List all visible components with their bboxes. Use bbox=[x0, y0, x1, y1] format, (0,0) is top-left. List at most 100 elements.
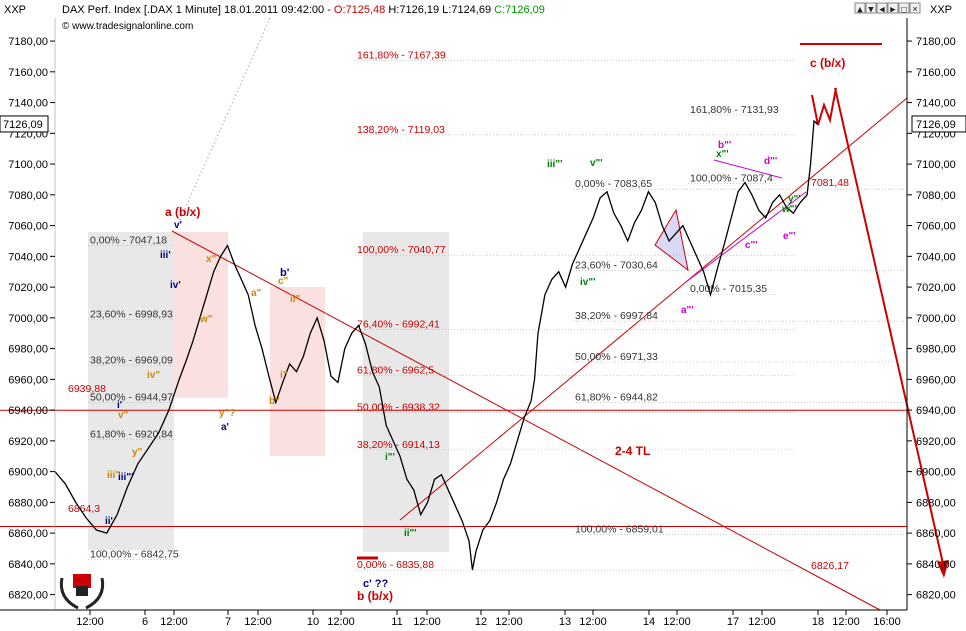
fib-label: 23,60% - 7030,64 bbox=[575, 260, 658, 272]
fib-levels: 161,80% - 7167,39 138,20% - 7119,03 100,00… bbox=[68, 49, 907, 572]
fib-label: 23,60% - 6998,93 bbox=[90, 308, 173, 320]
wave-label: iv' bbox=[170, 280, 181, 291]
fib-label: 61,80% - 6944,82 bbox=[575, 392, 658, 404]
x-tick-label: 12:00 bbox=[244, 616, 272, 628]
fib-label: 38,20% - 6914,13 bbox=[357, 439, 440, 451]
y-tick-left: 6840,00 bbox=[8, 559, 48, 571]
wave-label: a" bbox=[251, 288, 262, 299]
gray-zone-1 bbox=[88, 232, 174, 550]
chart-title: DAX Perf. Index [.DAX 1 Minute] 18.01.20… bbox=[62, 4, 545, 16]
fib-label: 0,00% - 7083,65 bbox=[575, 178, 652, 190]
fib-label: 50,00% - 6971,33 bbox=[575, 351, 658, 363]
last-price-right: 7126,09 bbox=[916, 119, 956, 131]
x-tick-label: 16:00 bbox=[873, 616, 901, 628]
x-tick-label: 11 bbox=[391, 616, 402, 628]
y-tick-left: 7000,00 bbox=[8, 313, 48, 325]
y-tick-left: 7100,00 bbox=[8, 159, 48, 171]
y-tick-right: 7140,00 bbox=[916, 98, 956, 110]
fib-label: 50,00% - 6944,97 bbox=[90, 391, 173, 403]
wave-label: ii"' bbox=[404, 528, 417, 539]
laurel-branches bbox=[59, 577, 105, 610]
scroll-down-icon[interactable] bbox=[865, 2, 877, 14]
wave-label: y"' bbox=[788, 194, 801, 205]
y-tick-left: 6940,00 bbox=[8, 405, 48, 417]
wave-label: iv"' bbox=[580, 277, 595, 288]
price-series bbox=[54, 119, 818, 571]
wave-label: ii" bbox=[290, 294, 301, 305]
x-tick-label: 12:00 bbox=[832, 616, 860, 628]
website-label: © www.tradesignalonline.com bbox=[62, 21, 193, 32]
axes: 6820,00 6820,00 6840,00 6840,00 6860,00 6860,… bbox=[0, 18, 966, 628]
x-tick-label: 12:00 bbox=[579, 616, 607, 628]
scroll-up-icon[interactable] bbox=[854, 2, 866, 14]
wave-label: v"' bbox=[590, 158, 603, 169]
dotted-extension bbox=[179, 17, 271, 221]
gray-zone-2 bbox=[363, 232, 449, 552]
2-4-trend-line bbox=[399, 97, 908, 521]
fib-label: 100,00% - 7087,4 bbox=[690, 172, 773, 184]
price-label: 7081,48 bbox=[811, 177, 849, 189]
scroll-right-icon-glyph: ▶ bbox=[890, 6, 896, 14]
x-tick-label: 13 bbox=[559, 616, 571, 628]
last-price-left: 7126,09 bbox=[3, 119, 43, 131]
scroll-left-icon-glyph: ◀ bbox=[879, 6, 885, 14]
y-tick-right: 7160,00 bbox=[916, 67, 956, 79]
wave-label: iii"' bbox=[547, 159, 562, 170]
scroll-right-icon[interactable] bbox=[887, 2, 899, 14]
fib-label: 0,00% - 7047,18 bbox=[90, 234, 167, 246]
wave-label: e"' bbox=[783, 231, 796, 242]
wave-zigzag bbox=[811, 87, 837, 126]
fib-label: 61,80% - 6962,5 bbox=[357, 365, 434, 377]
wave-label: w" bbox=[199, 314, 213, 325]
x-tick-label: 17 bbox=[727, 616, 739, 628]
wave-label: y"? bbox=[219, 408, 235, 419]
scroll-left-icon[interactable] bbox=[876, 2, 888, 14]
wave-label: d"' bbox=[764, 156, 777, 167]
x-tick-label: 10 bbox=[307, 616, 319, 628]
price-line bbox=[54, 119, 818, 571]
x-tick-label: 12:00 bbox=[160, 616, 188, 628]
x-tick-label: 12 bbox=[475, 616, 487, 628]
y-tick-left: 6900,00 bbox=[8, 467, 48, 479]
maximize-icon[interactable] bbox=[898, 2, 910, 14]
wave-label: a"' bbox=[681, 305, 694, 316]
wave-label: i" bbox=[280, 370, 288, 381]
x-tick-label: 7 bbox=[225, 616, 231, 628]
y-tick-left: 6960,00 bbox=[8, 374, 48, 386]
y-tick-right: 6860,00 bbox=[916, 528, 956, 540]
symbol-right[interactable]: XXP bbox=[930, 4, 952, 16]
y-tick-right: 7100,00 bbox=[916, 159, 956, 171]
wave-label: i"' bbox=[385, 452, 395, 463]
x-tick-label: 12:00 bbox=[413, 616, 441, 628]
wave-label: iii" bbox=[107, 470, 120, 481]
wave-label: b" bbox=[269, 396, 280, 407]
y-tick-right: 6820,00 bbox=[916, 590, 956, 602]
y-tick-left: 6820,00 bbox=[8, 590, 48, 602]
y-tick-left: 7160,00 bbox=[8, 67, 48, 79]
wave-label: c"' bbox=[745, 240, 758, 251]
fib-label: 161,80% - 7167,39 bbox=[357, 49, 446, 61]
fib-label: 38,20% - 6997,84 bbox=[575, 310, 658, 322]
laurel-helmet-logo bbox=[59, 574, 105, 610]
y-tick-left: 6980,00 bbox=[8, 344, 48, 356]
wave-label: c (b/x) bbox=[810, 56, 845, 70]
wave-label: 2-4 TL bbox=[615, 444, 650, 458]
wave-label: w"' bbox=[781, 204, 797, 215]
y-tick-right: 7080,00 bbox=[916, 190, 956, 202]
y-tick-right: 6960,00 bbox=[916, 374, 956, 386]
x-tick-label: 12:00 bbox=[748, 616, 776, 628]
close-icon[interactable] bbox=[909, 2, 921, 14]
fib-label: 50,00% - 6938,32 bbox=[357, 402, 440, 414]
magenta-upper bbox=[713, 159, 783, 179]
symbol-left[interactable]: XXP bbox=[4, 4, 26, 16]
y-tick-right: 7040,00 bbox=[916, 251, 956, 263]
fib-label: 38,20% - 6969,09 bbox=[90, 354, 173, 366]
x-tick-label: 14 bbox=[643, 616, 655, 628]
downtrend-line bbox=[171, 230, 881, 611]
y-tick-right: 6900,00 bbox=[916, 467, 956, 479]
fib-label: 138,20% - 7119,03 bbox=[357, 124, 445, 136]
wave-label: i' bbox=[117, 400, 122, 411]
window-buttons[interactable]: ▲ ▼ ◀ ▶ □ ✕ bbox=[854, 2, 921, 14]
maximize-icon-glyph: □ bbox=[901, 6, 908, 14]
